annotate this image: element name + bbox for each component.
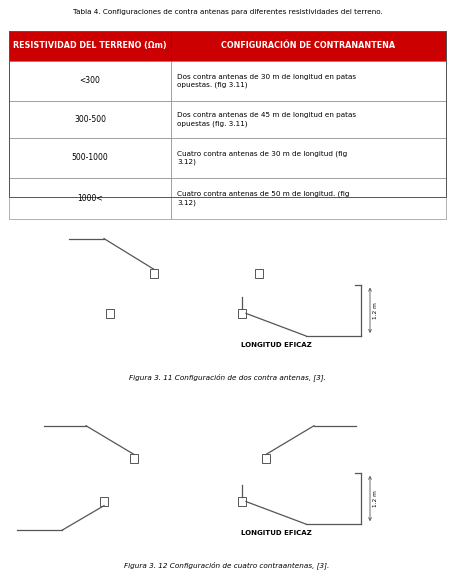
Text: Cuatro contra antenas de 30 m de longitud (fig
3.12): Cuatro contra antenas de 30 m de longitu… [177,151,348,165]
Bar [238,309,246,318]
FancyBboxPatch shape [171,178,446,219]
Text: CONFIGURACIÓN DE CONTRANANTENA: CONFIGURACIÓN DE CONTRANANTENA [221,42,395,51]
Text: 1.2 m: 1.2 m [373,302,378,319]
Text: 300-500: 300-500 [74,115,106,124]
Text: 1000<: 1000< [77,194,103,203]
FancyBboxPatch shape [171,138,446,178]
Bar [238,497,246,506]
Text: Dos contra antenas de 30 m de longitud en patas
opuestas. (fig 3.11): Dos contra antenas de 30 m de longitud e… [177,74,356,88]
FancyBboxPatch shape [9,101,171,138]
FancyBboxPatch shape [171,31,446,61]
Bar [255,269,263,278]
Text: Figura 3. 11 Configuración de dos contra antenas, [3].: Figura 3. 11 Configuración de dos contra… [129,373,325,381]
Bar [106,309,114,318]
Text: <300: <300 [80,76,101,85]
Text: Figura 3. 12 Configuración de cuatro contraantenas, [3].: Figura 3. 12 Configuración de cuatro con… [124,562,329,569]
FancyBboxPatch shape [9,138,171,178]
Bar [150,269,158,278]
Text: RESISTIVIDAD DEL TERRENO (Ωm): RESISTIVIDAD DEL TERRENO (Ωm) [13,42,167,51]
Text: 1.2 m: 1.2 m [373,490,378,507]
Text: Dos contra antenas de 45 m de longitud en patas
opuestas (fig. 3.11): Dos contra antenas de 45 m de longitud e… [177,112,356,126]
Text: 500-1000: 500-1000 [71,153,108,162]
FancyBboxPatch shape [9,31,171,61]
FancyBboxPatch shape [9,178,171,219]
Text: LONGITUD EFICAZ: LONGITUD EFICAZ [241,342,312,348]
Text: Cuatro contra antenas de 50 m de longitud. (fig
3.12): Cuatro contra antenas de 50 m de longitu… [177,191,350,206]
Bar [262,455,270,463]
Text: LONGITUD EFICAZ: LONGITUD EFICAZ [241,530,312,536]
FancyBboxPatch shape [171,61,446,101]
Bar [100,497,108,506]
FancyBboxPatch shape [171,101,446,138]
Bar [130,455,138,463]
FancyBboxPatch shape [9,61,171,101]
Text: Tabla 4. Configuraciones de contra antenas para diferentes resistividades del te: Tabla 4. Configuraciones de contra anten… [73,9,382,15]
